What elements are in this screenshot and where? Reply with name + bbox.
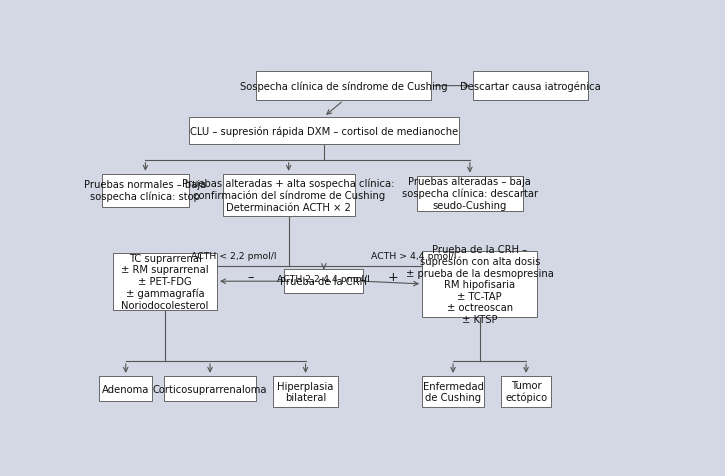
Text: Pruebas alteradas + alta sospecha clínica:
confirmación del síndrome de Cushing
: Pruebas alteradas + alta sospecha clínic…: [183, 178, 395, 213]
Text: Prueba de la CRH: Prueba de la CRH: [281, 277, 368, 287]
FancyBboxPatch shape: [416, 176, 523, 211]
Text: Enfermedad
de Cushing: Enfermedad de Cushing: [423, 381, 484, 402]
FancyBboxPatch shape: [102, 174, 189, 208]
Text: TC suprarrenal
± RM suprarrenal
± PET-FDG
± gammagrafía
Noriodocolesterol: TC suprarrenal ± RM suprarrenal ± PET-FD…: [121, 253, 209, 310]
Text: –: –: [247, 271, 254, 284]
Text: ACTH < 2,2 pmol/l: ACTH < 2,2 pmol/l: [191, 251, 277, 260]
FancyBboxPatch shape: [99, 376, 152, 402]
Text: ACTH 2,2-4,4 pmol/l: ACTH 2,2-4,4 pmol/l: [278, 274, 370, 283]
Text: Hiperplasia
bilateral: Hiperplasia bilateral: [278, 381, 334, 402]
Text: Tumor
ectópico: Tumor ectópico: [505, 380, 547, 403]
FancyBboxPatch shape: [422, 376, 484, 407]
Text: +: +: [387, 271, 398, 284]
FancyBboxPatch shape: [273, 376, 338, 407]
FancyBboxPatch shape: [164, 376, 257, 402]
FancyBboxPatch shape: [257, 72, 431, 101]
Text: Adenoma: Adenoma: [102, 384, 149, 394]
Text: Prueba de la CRH –
supresión con alta dosis
± prueba de la desmopresina
RM hipof: Prueba de la CRH – supresión con alta do…: [406, 244, 554, 324]
Text: Pruebas normales – baja
sospecha clínica: stop: Pruebas normales – baja sospecha clínica…: [84, 180, 207, 202]
Text: ACTH > 4,4 pmol/l: ACTH > 4,4 pmol/l: [371, 251, 457, 260]
FancyBboxPatch shape: [473, 72, 588, 101]
FancyBboxPatch shape: [501, 376, 551, 407]
FancyBboxPatch shape: [422, 251, 537, 317]
Text: Corticosuprarrenaloma: Corticosuprarrenaloma: [153, 384, 268, 394]
FancyBboxPatch shape: [113, 253, 217, 310]
FancyBboxPatch shape: [284, 270, 363, 294]
Text: Sospecha clínica de síndrome de Cushing: Sospecha clínica de síndrome de Cushing: [240, 81, 447, 92]
Text: CLU – supresión rápida DXM – cortisol de medianoche: CLU – supresión rápida DXM – cortisol de…: [190, 126, 458, 137]
Text: Descartar causa iatrogénica: Descartar causa iatrogénica: [460, 81, 601, 92]
FancyBboxPatch shape: [189, 118, 459, 145]
Text: Pruebas alteradas – baja
sospecha clínica: descartar
seudo-Cushing: Pruebas alteradas – baja sospecha clínic…: [402, 177, 538, 210]
FancyBboxPatch shape: [223, 174, 355, 217]
